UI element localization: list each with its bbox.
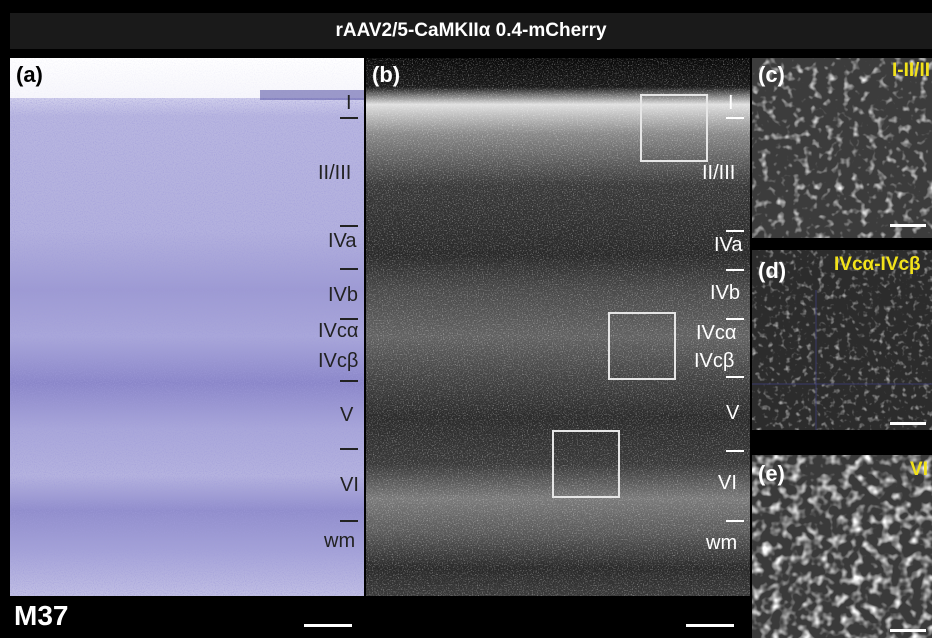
layer-label-wm: wm (324, 530, 356, 552)
layer-label-ivc-alpha: IVcα (696, 322, 737, 344)
layer-label-ivb: IVb (328, 284, 359, 306)
panel-a-nissl: (a) I II/III IVa IVb IVcα IVcβ V VI wm M… (10, 58, 364, 638)
layer-label-ii-iii: II/III (318, 162, 352, 184)
scale-bar (686, 624, 734, 627)
panel-b-label: (b) (372, 62, 401, 87)
layer-tick (340, 318, 358, 320)
inset-box-e (552, 430, 620, 498)
panel-b-fluorescence: (b) I II/III IVa IVb IVcα IVcβ V VI wm (366, 58, 750, 638)
layer-label-ivc-beta: IVcβ (318, 350, 359, 372)
layer-label-i: I (728, 92, 734, 114)
layer-tick (726, 520, 744, 522)
layer-label-ivc-beta: IVcβ (694, 350, 735, 372)
panel-d-label: (d) (758, 258, 787, 283)
layer-tick (340, 268, 358, 270)
inset-box-c (640, 94, 708, 162)
layer-tick (726, 117, 744, 119)
layer-label-ii-iii: II/III (702, 162, 736, 184)
layer-tick (726, 318, 744, 320)
inset-box-d (608, 312, 676, 380)
layer-label-iva: IVa (328, 230, 357, 252)
inset-e-region: VI (910, 459, 928, 480)
inset-d-region: IVcα-IVcβ (834, 254, 921, 275)
nissl-texture (10, 58, 364, 638)
layer-label-i: I (346, 92, 352, 114)
inset-e-texture (752, 455, 932, 638)
layer-tick (340, 117, 358, 119)
animal-id-label: M37 (14, 600, 69, 631)
layer-tick (726, 269, 744, 271)
scale-bar (890, 422, 926, 425)
inset-c-texture (752, 58, 932, 238)
scale-bar (890, 629, 926, 632)
layer-label-v: V (726, 402, 740, 424)
panel-a-label: (a) (16, 62, 43, 87)
panel-c-label: (c) (758, 62, 785, 87)
figure-title: rAAV2/5-CaMKIIα 0.4-mCherry (335, 20, 607, 41)
figure-title-bar: rAAV2/5-CaMKIIα 0.4-mCherry (10, 13, 932, 49)
scale-bar (890, 224, 926, 227)
layer-tick (340, 225, 358, 227)
layer-tick (726, 230, 744, 232)
layer-label-vi: VI (718, 472, 737, 494)
layer-label-iva: IVa (714, 234, 743, 256)
layer-tick (726, 376, 744, 378)
panel-d-inset: (d) IVcα-IVcβ (752, 250, 932, 430)
inset-c-region: I-II/II (892, 60, 930, 81)
panel-e-label: (e) (758, 461, 785, 486)
fluorescence-texture (366, 58, 750, 638)
layer-tick (340, 448, 358, 450)
inset-d-texture (752, 250, 932, 430)
layer-tick (726, 450, 744, 452)
layer-label-v: V (340, 404, 354, 426)
layer-tick (340, 520, 358, 522)
panel-c-inset: (c) I-II/II (752, 58, 932, 238)
layer-label-vi: VI (340, 474, 359, 496)
layer-tick (340, 380, 358, 382)
layer-label-ivb: IVb (710, 282, 741, 304)
layer-label-wm: wm (706, 532, 738, 554)
layer-label-ivc-alpha: IVcα (318, 320, 359, 342)
panel-e-inset: (e) VI (752, 455, 932, 638)
scale-bar (304, 624, 352, 627)
